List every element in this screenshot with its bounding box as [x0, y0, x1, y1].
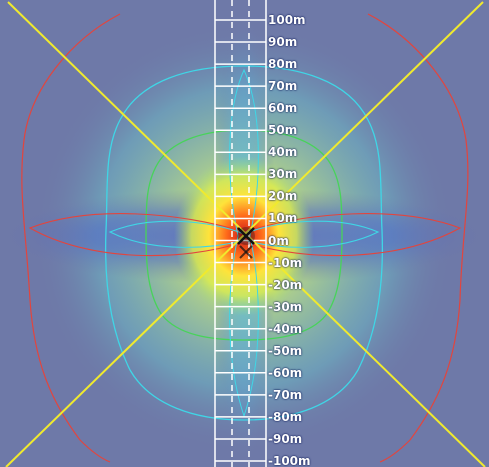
contour-cyan-inner-v: [229, 68, 259, 418]
ruler-tick-label: -40m: [268, 321, 303, 336]
ruler-tick-label: 50m: [268, 123, 298, 138]
ruler-tick-label: -30m: [268, 299, 303, 314]
ruler-tick-label: -50m: [268, 343, 303, 358]
ruler-tick-label: 60m: [268, 101, 298, 116]
ruler-tick-label: -100m: [268, 454, 311, 467]
ruler-tick-label: -20m: [268, 277, 303, 292]
ruler-tick-label: 0m: [268, 233, 289, 248]
ruler-tick-label: 70m: [268, 79, 298, 94]
ruler-tick-label: 80m: [268, 57, 298, 72]
ruler-tick-label: 40m: [268, 145, 298, 160]
ruler-tick-label: -70m: [268, 387, 303, 402]
contour-red-outer: [21, 13, 469, 463]
contour-cyan: [105, 65, 383, 421]
ruler-tick-label: -80m: [268, 409, 303, 424]
ruler-tick-label: 20m: [268, 189, 298, 204]
contour-green: [145, 129, 343, 341]
ruler-tick-label: 90m: [268, 35, 298, 50]
distance-ruler: [214, 0, 267, 467]
ruler-tick-label: 10m: [268, 211, 298, 226]
ruler-tick-label: -10m: [268, 255, 303, 270]
contour-red-inner-h: [28, 213, 462, 257]
ruler-tick-label: -90m: [268, 431, 303, 446]
ruler-tick-label: 30m: [268, 167, 298, 182]
ruler-tick-label: -60m: [268, 365, 303, 380]
ruler-tick-label: 100m: [268, 13, 306, 27]
contour-cyan-inner-h: [108, 220, 380, 248]
marker-x-icon[interactable]: [237, 227, 255, 259]
